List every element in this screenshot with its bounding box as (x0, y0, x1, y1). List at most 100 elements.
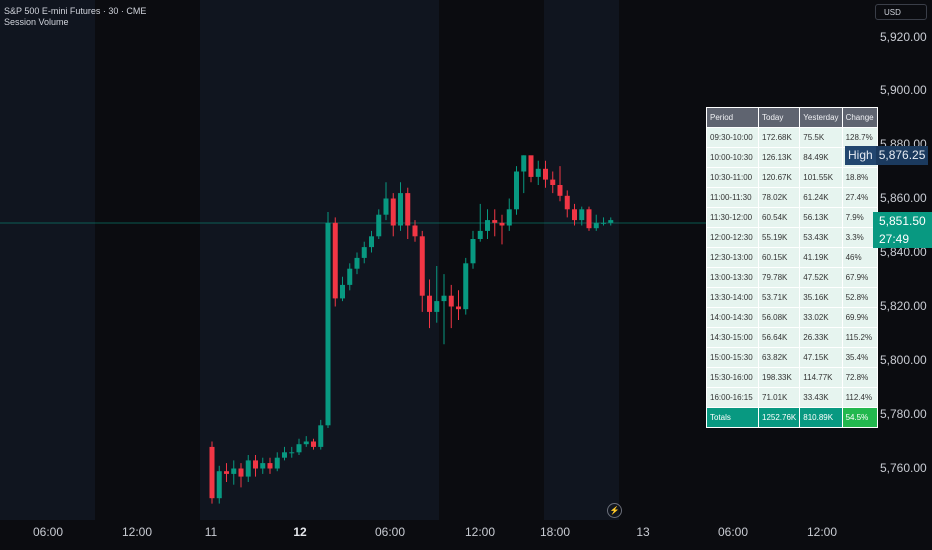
symbol-title[interactable]: S&P 500 E-mini Futures · 30 · CME (4, 6, 147, 16)
price-axis-label: 5,800.00 (880, 353, 927, 367)
candle-down (427, 295, 432, 312)
candle-up (216, 471, 222, 499)
price-axis-label: 5,860.00 (880, 191, 927, 205)
cell-today: 71.01K (757, 387, 801, 408)
table-row: 14:00-14:30 56.08K 33.02K 69.9% (706, 307, 878, 328)
cell-period: 12:30-13:00 (706, 247, 759, 268)
cell-yesterday: 101.55K (799, 167, 843, 188)
candle-down (528, 155, 534, 177)
totals-cell-period: Totals (706, 407, 759, 428)
candle-down (405, 193, 411, 226)
candle-up (296, 444, 302, 453)
cell-change: 67.9% (841, 267, 878, 288)
cell-yesterday: 26.33K (799, 327, 843, 348)
cell-change: 128.7% (841, 127, 878, 148)
price-axis-label: 5,900.00 (880, 83, 927, 97)
candle-up (369, 236, 374, 248)
cell-period: 09:30-10:00 (706, 127, 759, 148)
session-band (0, 0, 95, 520)
cell-yesterday: 33.02K (799, 307, 843, 328)
candle-down (550, 179, 556, 185)
candle-up (601, 222, 606, 224)
cell-period: 16:00-16:15 (706, 387, 759, 408)
cell-change: 52.8% (841, 287, 878, 308)
candle-down (253, 460, 258, 469)
candle-up (376, 214, 382, 237)
cell-today: 126.13K (757, 147, 801, 168)
candle-up (485, 220, 490, 231)
lightning-icon[interactable]: ⚡ (607, 503, 622, 518)
cell-change: 115.2% (841, 327, 878, 348)
cell-yesterday: 33.43K (799, 387, 843, 408)
time-axis-label: 06:00 (374, 525, 406, 539)
cell-today: 60.54K (757, 207, 801, 228)
time-axis-label: 06:00 (717, 525, 749, 539)
cell-today: 60.15K (757, 247, 801, 268)
cell-change: 112.4% (841, 387, 878, 408)
candle-up (231, 468, 237, 474)
cell-yesterday: 84.49K (799, 147, 843, 168)
candle-up (398, 193, 403, 226)
candle-down (332, 222, 338, 299)
cell-today: 53.71K (757, 287, 801, 308)
table-row: 09:30-10:00 172.68K 75.5K 128.7% (706, 127, 878, 148)
time-axis-label: 18:00 (539, 525, 571, 539)
candle-down (238, 468, 244, 477)
candle-up (361, 247, 367, 258)
candle-down (209, 446, 215, 499)
candle-up (441, 295, 447, 302)
candle-down (419, 236, 425, 296)
cell-period: 11:00-11:30 (706, 187, 759, 208)
candle-up (514, 171, 519, 210)
candle-down (572, 209, 577, 221)
header-period: Period (706, 107, 759, 128)
totals-cell-today: 1252.76K (757, 407, 801, 428)
candle-up (274, 457, 280, 469)
candle-down (557, 185, 563, 196)
table-row: 12:00-12:30 55.19K 53.43K 3.3% (706, 227, 878, 248)
totals-cell-yesterday: 810.89K (799, 407, 843, 428)
candle-up (340, 284, 345, 299)
candle-down (267, 463, 273, 469)
cell-yesterday: 53.43K (799, 227, 843, 248)
candle-down (499, 222, 505, 226)
cell-yesterday: 114.77K (799, 367, 843, 388)
chart-legend[interactable]: S&P 500 E-mini Futures · 30 · CME Sessio… (4, 6, 146, 28)
cell-period: 12:00-12:30 (706, 227, 759, 248)
cell-change: 27.4% (841, 187, 878, 208)
candle-up (303, 441, 309, 445)
candle-up (463, 263, 469, 310)
cell-period: 11:30-12:00 (706, 207, 759, 228)
cell-today: 63.82K (757, 347, 801, 368)
session-band (544, 0, 619, 520)
bar-countdown: 27:49 (879, 232, 910, 246)
header-yesterday: Yesterday (799, 107, 843, 128)
table-row: 16:00-16:15 71.01K 33.43K 112.4% (706, 387, 878, 408)
candle-up (245, 460, 251, 477)
cell-change: 7.9% (841, 207, 878, 228)
cell-today: 55.19K (757, 227, 801, 248)
cell-today: 56.64K (757, 327, 801, 348)
time-axis-label: 12 (293, 525, 307, 539)
cell-today: 198.33K (757, 367, 801, 388)
high-label: High (845, 146, 876, 165)
candle-down (311, 441, 316, 447)
cell-period: 10:00-10:30 (706, 147, 759, 168)
candle-up (282, 452, 287, 458)
cell-yesterday: 41.19K (799, 247, 843, 268)
time-axis-label: 13 (636, 525, 650, 539)
cell-yesterday: 47.15K (799, 347, 843, 368)
time-axis-label: 06:00 (32, 525, 64, 539)
candle-up (347, 268, 353, 285)
table-row: 11:30-12:00 60.54K 56.13K 7.9% (706, 207, 878, 228)
candle-up (535, 168, 541, 177)
cell-yesterday: 56.13K (799, 207, 843, 228)
candle-up (289, 452, 295, 454)
candle-up (477, 230, 483, 239)
indicator-name[interactable]: Session Volume (4, 17, 69, 27)
current-price-value: 5,851.50 (879, 214, 926, 228)
currency-button[interactable]: USD (875, 4, 927, 20)
candle-up (434, 301, 440, 312)
table-row: 10:30-11:00 120.67K 101.55K 18.8% (706, 167, 878, 188)
cell-change: 35.4% (841, 347, 878, 368)
